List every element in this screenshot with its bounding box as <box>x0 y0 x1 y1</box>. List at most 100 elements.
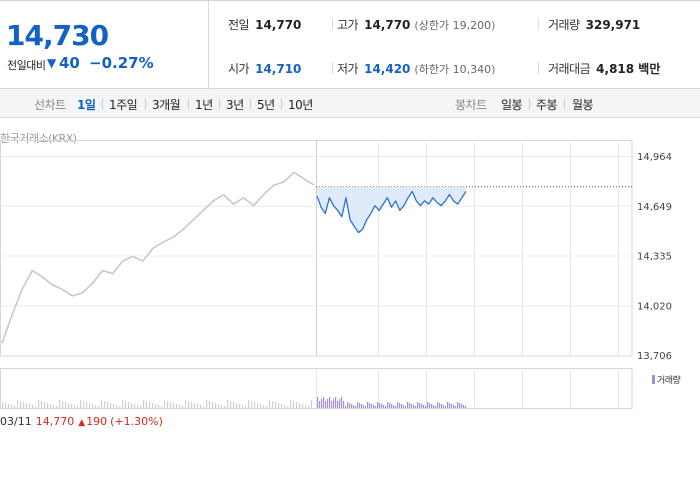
volume-bar-previous <box>53 405 55 408</box>
volume-bar-today <box>339 399 341 408</box>
volume-bar-previous <box>161 406 163 408</box>
tab-3month[interactable]: 3개월 <box>152 98 181 112</box>
tab-5year[interactable]: 5년 <box>257 98 275 112</box>
change-value: 40 <box>59 54 80 72</box>
volume-bar-previous <box>278 403 280 408</box>
volume-bar-today <box>413 405 415 408</box>
volume-bar-previous <box>83 401 85 408</box>
tab-monthly-candle[interactable]: 월봉 <box>572 98 594 112</box>
divider <box>188 99 189 109</box>
volume-bar-previous <box>41 401 43 408</box>
volume-bar-today <box>435 406 437 408</box>
volume-bar-today <box>409 403 411 408</box>
volume-bar-previous <box>224 406 226 408</box>
tab-10year[interactable]: 10년 <box>288 98 313 112</box>
tab-1year[interactable]: 1년 <box>195 98 213 112</box>
volume-bar-today <box>423 405 425 408</box>
volume-bar-today <box>369 403 371 408</box>
volume-bar-today <box>445 406 447 408</box>
up-arrow-icon: ▲ <box>78 418 86 428</box>
volume-bar-today <box>461 404 463 408</box>
volume-bar-previous <box>194 403 196 408</box>
volume-bar-today <box>425 406 427 408</box>
stat-low: 저가 14,420 (하한가 10,340) <box>337 62 496 76</box>
change-rate: −0.27% <box>89 54 154 72</box>
volume-bar-today <box>371 404 373 408</box>
volume-bar-previous <box>158 405 160 408</box>
volume-bar-today <box>447 402 449 408</box>
volume-bar-previous <box>212 402 214 408</box>
volume-bar-today <box>335 397 337 408</box>
current-price: 14,730 <box>6 19 109 52</box>
volume-bar-previous <box>11 405 13 408</box>
tab-1week[interactable]: 1주일 <box>109 98 138 112</box>
volume-bar-today <box>437 402 439 408</box>
divider <box>250 99 251 109</box>
volume-bar-today <box>373 405 375 408</box>
down-arrow-icon: ▼ <box>47 56 57 70</box>
tab-weekly-candle[interactable]: 주봉 <box>536 98 558 112</box>
volume-bar-today <box>405 406 407 408</box>
volume-bar-previous <box>182 406 184 408</box>
volume-bar-today <box>455 406 457 408</box>
volume-bar-today <box>323 397 325 408</box>
volume-bar-previous <box>287 406 289 408</box>
volume-bar-today <box>363 405 365 408</box>
volume-bar-previous <box>47 403 49 408</box>
volume-bar-today <box>355 406 357 408</box>
tab-1day[interactable]: 1일 <box>77 98 96 112</box>
volume-bar-previous <box>299 403 301 408</box>
volume-bar-previous <box>218 404 220 408</box>
volume-bar-previous <box>239 404 241 408</box>
volume-bar-previous <box>8 404 10 408</box>
volume-bar-today <box>451 404 453 408</box>
volume-bar-previous <box>59 400 61 408</box>
volume-bar-previous <box>206 400 208 408</box>
volume-bar-today <box>431 404 433 408</box>
divider <box>538 62 539 74</box>
volume-bar-today <box>391 404 393 408</box>
volume-bar-today <box>333 399 335 408</box>
divider <box>529 99 530 109</box>
volume-bar-previous <box>308 406 310 408</box>
volume-bar-previous <box>56 406 58 408</box>
volume-chart <box>0 368 633 409</box>
volume-bar-today <box>383 405 385 408</box>
price-box: 14,730 전일대비 ▼ 40 −0.27% <box>0 1 209 89</box>
volume-bar-previous <box>26 403 28 408</box>
series-previous-day <box>1 171 315 344</box>
volume-bar-previous <box>296 402 298 408</box>
series-today <box>316 190 467 234</box>
stat-trade-value: 거래대금 4,818 백만 <box>548 62 661 76</box>
volume-bar-today <box>449 403 451 408</box>
volume-bar-previous <box>272 401 274 408</box>
volume-bar-previous <box>71 404 73 408</box>
volume-bar-previous <box>14 406 16 408</box>
volume-bar-previous <box>89 403 91 408</box>
volume-bar-previous <box>23 402 25 408</box>
volume-bar-today <box>397 402 399 408</box>
volume-bar-previous <box>146 401 148 408</box>
volume-bar-previous <box>305 405 307 408</box>
volume-bar-previous <box>254 402 256 408</box>
volume-bar-previous <box>236 403 238 408</box>
volume-bar-previous <box>311 400 313 408</box>
divider <box>102 99 103 109</box>
prev-day-rate: (+1.30%) <box>110 415 163 428</box>
y-tick-label: 14,335 <box>637 252 672 263</box>
chart-grid <box>0 140 633 357</box>
volume-bar-previous <box>215 403 217 408</box>
volume-bar-previous <box>80 400 82 408</box>
tab-daily-candle[interactable]: 일봉 <box>501 98 523 112</box>
volume-bar-today <box>393 405 395 408</box>
volume-bar-previous <box>191 402 193 408</box>
divider <box>538 18 539 30</box>
volume-bar-previous <box>251 401 253 408</box>
tab-3year[interactable]: 3년 <box>226 98 244 112</box>
volume-bar-today <box>433 405 435 408</box>
volume-legend-swatch <box>652 375 655 384</box>
volume-bar-today <box>319 401 321 408</box>
volume-bar-previous <box>185 400 187 408</box>
volume-bar-today <box>439 403 441 408</box>
